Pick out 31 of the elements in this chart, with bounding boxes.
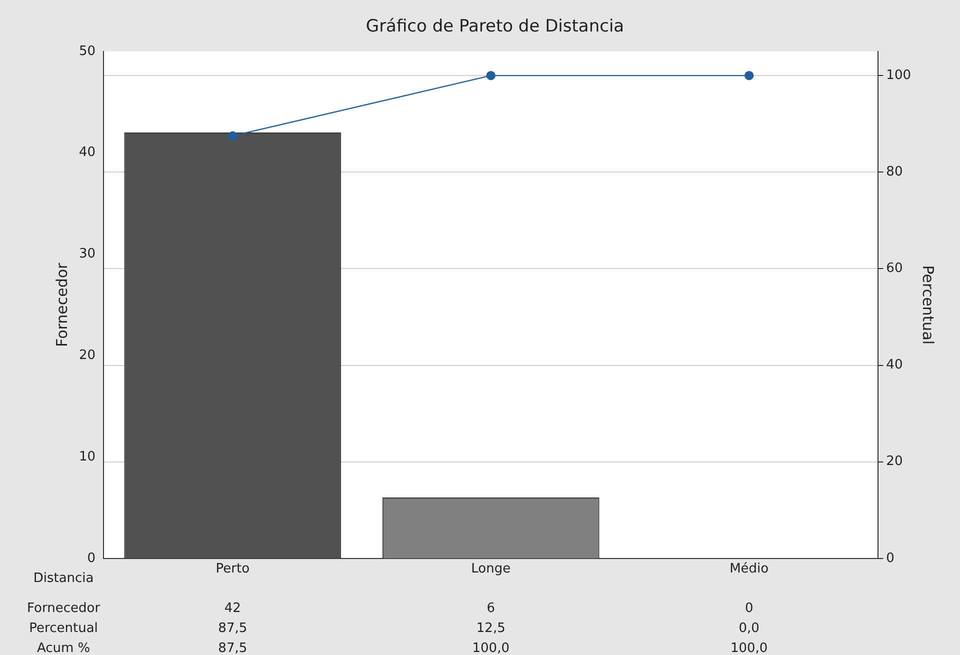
- y-tick-label: 50: [78, 44, 96, 59]
- y2-tick-label: 0: [886, 550, 894, 566]
- y-tick-label: 30: [78, 246, 96, 262]
- data-label: 100,0: [730, 640, 768, 655]
- text: 87,5: [218, 620, 248, 636]
- y-tick-label: 10: [78, 449, 96, 464]
- x-tick-label: Médio: [730, 562, 769, 577]
- y2-tick-label: 20: [886, 454, 903, 470]
- y2-axis-title: Percentual: [919, 265, 938, 345]
- text: Acum %: [36, 640, 90, 655]
- data-label: 0: [744, 600, 754, 616]
- data-label: 87,5: [218, 640, 248, 655]
- data-label: 42: [224, 600, 241, 616]
- y-tick-label: 40: [78, 145, 96, 160]
- y2-tick-label: 80: [886, 164, 903, 180]
- y2-tick-label: 100: [886, 68, 912, 83]
- y-tick-label: 0: [87, 550, 96, 566]
- y2-tick-label: 60: [886, 261, 903, 276]
- x-tick-label: Perto: [216, 562, 250, 577]
- text: 12,5: [476, 620, 506, 636]
- data-label: 100,0: [472, 640, 510, 655]
- y-tick-label: 20: [78, 348, 96, 363]
- x-axis-title: Distancia: [33, 570, 94, 586]
- text: Fornecedor: [27, 600, 101, 616]
- y2-tick-label: 40: [886, 358, 903, 373]
- data-label: 6: [486, 600, 496, 616]
- y-axis-title: Fornecedor: [52, 262, 71, 348]
- text: Percentual: [29, 620, 98, 636]
- text: 0,0: [738, 620, 760, 636]
- chart-title: Gráfico de Pareto de Distancia: [366, 16, 624, 37]
- x-tick-label: Longe: [471, 562, 511, 577]
